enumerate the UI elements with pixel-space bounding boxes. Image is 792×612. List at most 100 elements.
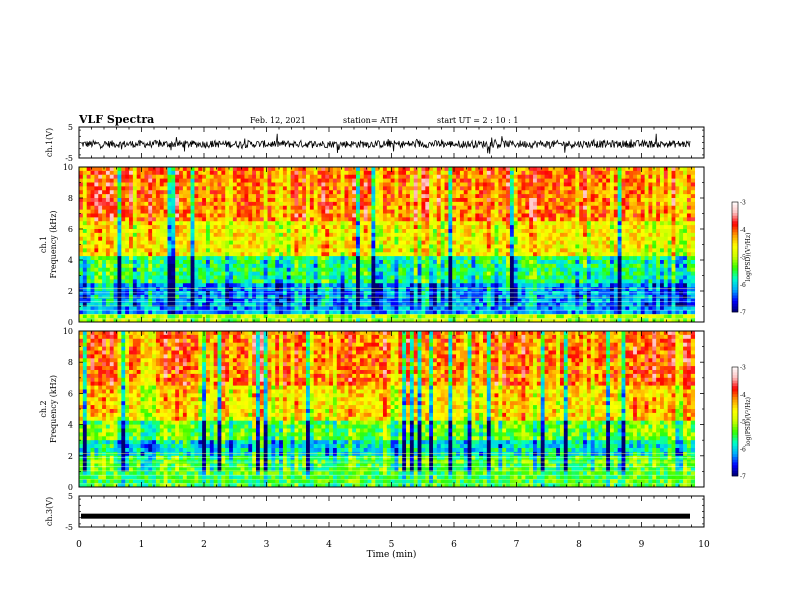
heat-cell xyxy=(198,283,203,288)
heat-cell xyxy=(463,271,469,276)
heat-cell xyxy=(583,236,588,242)
heat-cell xyxy=(105,194,111,199)
heat-cell xyxy=(417,232,422,238)
heat-cell xyxy=(332,256,338,261)
heat-cell xyxy=(636,209,642,214)
heat-cell xyxy=(344,221,349,226)
heat-cell xyxy=(352,205,357,211)
heat-cell xyxy=(432,256,438,261)
heat-cell xyxy=(656,225,661,230)
heat-cell xyxy=(586,167,592,172)
heat-cell xyxy=(686,248,692,253)
heat-cell xyxy=(609,279,615,284)
heat-cell xyxy=(686,217,692,222)
heat-cell xyxy=(575,201,580,207)
heat-cell xyxy=(98,174,103,180)
heat-cell xyxy=(525,240,530,245)
heat-cell xyxy=(267,205,272,211)
heat-cell xyxy=(125,174,130,180)
heat-cell xyxy=(129,190,134,195)
heat-cell xyxy=(448,248,453,253)
heat-cell xyxy=(467,260,472,265)
heat-cell xyxy=(675,213,680,218)
heat-cell xyxy=(86,232,91,238)
heat-cell xyxy=(232,209,238,214)
heat-cell xyxy=(302,283,307,288)
heat-cell xyxy=(671,213,676,218)
heat-cell xyxy=(79,198,84,203)
heat-cell xyxy=(517,271,522,276)
heat-cell xyxy=(236,190,241,195)
heat-cell xyxy=(167,263,172,269)
heat-cell xyxy=(552,190,557,195)
heat-cell xyxy=(586,221,592,226)
heat-cell xyxy=(467,271,472,276)
heat-cell xyxy=(640,225,646,230)
heat-cell xyxy=(356,240,361,245)
heat-cell xyxy=(117,279,122,284)
heat-cell xyxy=(159,229,165,234)
heat-cell xyxy=(544,279,549,284)
heat-cell xyxy=(509,244,515,249)
heat-cell xyxy=(471,232,476,238)
heat-cell xyxy=(398,194,403,199)
heat-cell xyxy=(636,248,642,253)
heat-cell xyxy=(290,213,295,218)
heat-cell xyxy=(267,190,272,195)
heat-cell xyxy=(82,244,88,249)
heat-cell xyxy=(159,170,165,176)
heat-cell xyxy=(198,221,203,226)
heat-cell xyxy=(671,232,676,238)
heat-cell xyxy=(452,256,457,261)
heat-cell xyxy=(259,190,265,195)
heat-cell xyxy=(252,198,257,203)
heat-cell xyxy=(175,190,180,195)
heat-cell xyxy=(248,221,253,226)
heat-cell xyxy=(213,256,218,261)
heat-cell xyxy=(382,225,388,230)
heat-cell xyxy=(448,170,453,176)
heat-cell xyxy=(390,271,395,276)
heat-cell xyxy=(105,263,111,269)
heat-cell xyxy=(152,287,157,292)
heat-cell xyxy=(456,271,461,276)
heat-cell xyxy=(198,217,203,222)
heat-cell xyxy=(571,248,576,253)
heat-cell xyxy=(529,221,534,226)
heat-cell xyxy=(275,236,280,242)
heat-cell xyxy=(82,252,88,257)
heat-cell xyxy=(586,209,592,214)
heat-cell xyxy=(317,209,322,214)
heat-cell xyxy=(163,279,168,284)
heat-cell xyxy=(386,232,392,238)
heat-cell xyxy=(259,271,265,276)
heat-cell xyxy=(633,194,638,199)
heat-cell xyxy=(517,256,522,261)
heat-cell xyxy=(105,198,111,203)
heat-cell xyxy=(275,217,280,222)
heat-cell xyxy=(252,263,257,269)
heat-cell xyxy=(348,252,353,257)
heat-cell xyxy=(348,275,353,280)
heat-cell xyxy=(340,271,345,276)
heat-cell xyxy=(536,170,542,176)
heat-cell xyxy=(113,232,118,238)
heat-cell xyxy=(444,248,449,253)
heat-cell xyxy=(556,198,561,203)
heat-cell xyxy=(109,178,115,183)
heat-cell xyxy=(521,252,526,257)
heat-cell xyxy=(429,178,434,183)
heat-cell xyxy=(536,186,542,191)
heat-cell xyxy=(109,248,115,253)
heat-cell xyxy=(171,217,176,222)
heat-cell xyxy=(444,244,449,249)
heat-cell xyxy=(502,244,507,249)
heat-cell xyxy=(155,240,161,245)
heat-cell xyxy=(390,244,395,249)
heat-cell xyxy=(94,178,99,183)
heat-cell xyxy=(683,174,688,180)
heat-cell xyxy=(463,194,469,199)
heat-cell xyxy=(559,271,565,276)
heat-cell xyxy=(159,236,165,242)
heat-cell xyxy=(486,170,492,176)
